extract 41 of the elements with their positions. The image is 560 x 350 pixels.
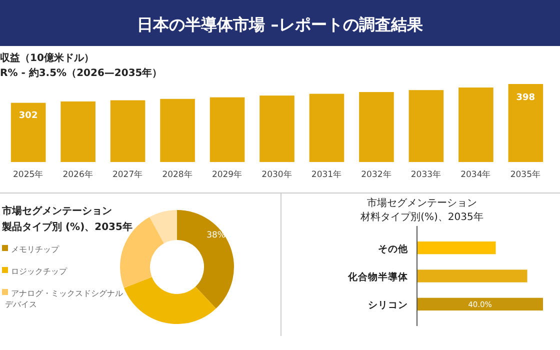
bar	[359, 92, 394, 162]
x-tick-label: 2034年	[460, 169, 492, 180]
data-label: 38%	[206, 230, 226, 241]
donut-slice	[124, 276, 216, 324]
x-tick-label: 2027年	[112, 169, 144, 180]
donut-slice	[177, 210, 234, 309]
x-tick-label: 2026年	[62, 169, 94, 180]
text: R% - 約3.5%（2026—2035年）	[0, 67, 162, 79]
x-tick-label: 2031年	[311, 169, 342, 180]
x-tick-label: 2030年	[262, 169, 292, 180]
data-label: 302	[18, 110, 38, 121]
chart-title: 日本の半導体市場 –レポートの調査結果	[137, 15, 424, 34]
x-tick-label: 2033年	[410, 169, 442, 180]
data-label: 398	[516, 93, 536, 103]
y-tick-label: その他	[378, 242, 409, 255]
legend-label: ロジックチップ	[11, 267, 68, 276]
y-tick-label: 化合物半導体	[347, 271, 409, 283]
legend-label: アナログ・ミックスドシグナルデバイス	[5, 289, 123, 309]
bar	[508, 84, 544, 162]
x-tick-label: 2028年	[162, 169, 193, 180]
text: 製品タイプ別 (%)、2035年	[1, 221, 132, 233]
chart-subtitle: 収益（10億米ドル）	[0, 52, 94, 64]
legend-label: メモリチップ	[11, 245, 60, 254]
chart-title: 市場セグメンテーション	[367, 197, 477, 209]
x-tick-label: 2025年	[13, 169, 44, 180]
bar	[110, 100, 146, 162]
bar	[408, 90, 444, 162]
chart-subtitle: 材料タイプ別(%)、2035年	[360, 211, 484, 223]
bar	[10, 102, 46, 162]
donut-slice	[150, 210, 177, 244]
bar	[210, 97, 245, 162]
bar	[309, 94, 344, 162]
bar	[260, 96, 294, 162]
bar	[458, 88, 494, 162]
x-tick-label: 2032年	[361, 169, 392, 180]
x-tick-label: 2035年	[510, 169, 541, 180]
y-tick-label: シリコン	[368, 300, 408, 312]
bar	[60, 101, 96, 162]
x-tick-label: 2029年	[212, 169, 243, 180]
chart-title: 市場セグメンテーション	[1, 205, 112, 217]
bar	[160, 98, 195, 162]
